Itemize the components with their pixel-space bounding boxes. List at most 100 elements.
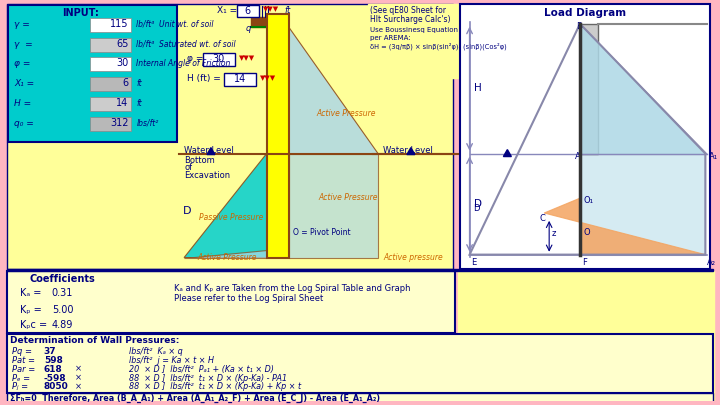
Text: Pq =: Pq =: [12, 347, 32, 356]
Text: 0.31: 0.31: [52, 288, 73, 298]
Text: Internal Angle of Friction: Internal Angle of Friction: [136, 60, 230, 68]
Text: O: O: [584, 228, 590, 237]
Text: q: q: [246, 24, 251, 33]
Text: H (ft) =: H (ft) =: [187, 74, 221, 83]
Text: Pⱼ =: Pⱼ =: [12, 382, 28, 391]
Text: ×: ×: [75, 364, 81, 373]
Text: Pₑ =: Pₑ =: [12, 373, 30, 382]
Text: 618: 618: [44, 364, 63, 373]
Text: 5.00: 5.00: [52, 305, 73, 315]
Text: Kₚ =: Kₚ =: [20, 305, 42, 315]
Text: z: z: [551, 229, 556, 238]
Bar: [89, 117, 131, 131]
Text: C: C: [539, 214, 545, 223]
Text: 4.89: 4.89: [52, 320, 73, 330]
Bar: [368, 4, 458, 78]
Polygon shape: [289, 27, 378, 153]
Text: 8050: 8050: [44, 382, 68, 391]
Text: 37: 37: [44, 347, 56, 356]
Text: of: of: [184, 164, 192, 173]
Bar: [8, 5, 177, 142]
Text: A: A: [575, 151, 581, 161]
Polygon shape: [407, 147, 415, 155]
Text: H =: H =: [14, 99, 31, 108]
Bar: [89, 38, 131, 51]
Text: 14: 14: [233, 74, 246, 84]
Text: E: E: [472, 258, 477, 266]
Text: Hlt Surcharge Calc's): Hlt Surcharge Calc's): [370, 15, 451, 24]
Text: ft: ft: [136, 79, 142, 88]
Text: A₁: A₁: [709, 151, 719, 161]
Text: D: D: [474, 204, 480, 213]
Text: Water Level: Water Level: [184, 146, 234, 155]
Text: Kₚc =: Kₚc =: [20, 320, 47, 330]
Bar: [7, 334, 714, 393]
Text: φ =: φ =: [187, 55, 204, 64]
Text: lb/ft³  Unit wt. of soil: lb/ft³ Unit wt. of soil: [136, 20, 214, 29]
Bar: [458, 271, 714, 405]
Bar: [266, 14, 289, 258]
Text: Coefficients: Coefficients: [30, 275, 96, 284]
Text: δH = (3q/πβ) × sinβ(sin²φ)- (sinβ)(Cos²φ): δH = (3q/πβ) × sinβ(sin²φ)- (sinβ)(Cos²φ…: [370, 43, 507, 50]
Text: (See qE80 Sheet for: (See qE80 Sheet for: [370, 6, 446, 15]
Bar: [7, 269, 714, 271]
Text: D: D: [183, 206, 192, 216]
Polygon shape: [544, 198, 706, 255]
Text: 312: 312: [110, 118, 128, 128]
Text: 598: 598: [44, 356, 63, 364]
Text: O₁: O₁: [584, 196, 594, 205]
Text: Active Pressure: Active Pressure: [318, 193, 378, 202]
Text: X₁ =: X₁ =: [217, 6, 237, 15]
Bar: [89, 97, 131, 111]
Text: Active Pressure: Active Pressure: [316, 109, 376, 118]
Bar: [237, 5, 258, 17]
Bar: [89, 58, 131, 71]
Text: γ =: γ =: [14, 20, 30, 29]
Text: Water Level: Water Level: [383, 146, 433, 155]
Text: H: H: [474, 83, 481, 93]
Polygon shape: [580, 24, 707, 153]
Text: 115: 115: [110, 19, 128, 29]
Text: Use Boussinesq Equation: Use Boussinesq Equation: [370, 27, 458, 33]
Text: D: D: [474, 199, 482, 209]
Bar: [89, 18, 131, 32]
Text: 65: 65: [116, 38, 128, 49]
Text: O = Pivot Point: O = Pivot Point: [294, 228, 351, 237]
Text: Pat =: Pat =: [12, 356, 35, 364]
Polygon shape: [184, 153, 266, 258]
Text: INPUT:: INPUT:: [62, 8, 99, 18]
Text: Passive Pressure: Passive Pressure: [199, 213, 264, 222]
Text: q₀ =: q₀ =: [14, 119, 34, 128]
Bar: [251, 17, 287, 27]
Text: Active Pressure: Active Pressure: [197, 253, 256, 262]
Text: Par =: Par =: [12, 364, 35, 373]
Polygon shape: [289, 153, 378, 258]
Text: Please refer to the Log Spiral Sheet: Please refer to the Log Spiral Sheet: [174, 294, 323, 303]
Text: ▼▼▼: ▼▼▼: [239, 55, 255, 62]
Text: 6: 6: [122, 78, 128, 88]
Polygon shape: [184, 249, 266, 258]
Text: -598: -598: [44, 373, 66, 382]
Text: γ  =: γ =: [14, 40, 32, 49]
Text: ×: ×: [75, 373, 81, 382]
Text: per AREMA:: per AREMA:: [370, 35, 410, 40]
Text: ×: ×: [75, 382, 81, 391]
Text: ft: ft: [136, 99, 142, 108]
Text: lbs/ft²  Kₐ × q: lbs/ft² Kₐ × q: [130, 347, 183, 356]
Text: ▼▼▼: ▼▼▼: [263, 6, 279, 12]
Text: 30: 30: [116, 58, 128, 68]
Bar: [7, 271, 454, 333]
Bar: [459, 4, 711, 269]
Text: Determination of Wall Pressures:: Determination of Wall Pressures:: [10, 336, 179, 345]
Text: A₂: A₂: [707, 258, 716, 266]
Text: ΣFₕ=0  Therefore, Area (B_A_A₁) + Area (A_A₁_A₂_F) + Area (E_C_J) - Area (E_A₁_A: ΣFₕ=0 Therefore, Area (B_A_A₁) + Area (A…: [10, 394, 380, 403]
Text: X₁ =: X₁ =: [14, 79, 34, 88]
Text: lbs/ft²: lbs/ft²: [136, 119, 158, 128]
Text: 20  × D ]  lbs/ft²  Pₐ₁ + (Ka × t₁ × D): 20 × D ] lbs/ft² Pₐ₁ + (Ka × t₁ × D): [130, 364, 274, 373]
Text: ▼▼▼: ▼▼▼: [260, 75, 276, 81]
Polygon shape: [207, 147, 215, 155]
Bar: [203, 53, 235, 66]
Text: φ =: φ =: [14, 60, 30, 68]
Text: 88  × D ]  lbs/ft²  t₁ × D × (Kp-Ka) - PA1: 88 × D ] lbs/ft² t₁ × D × (Kp-Ka) - PA1: [130, 373, 287, 382]
Text: 6: 6: [245, 6, 251, 16]
